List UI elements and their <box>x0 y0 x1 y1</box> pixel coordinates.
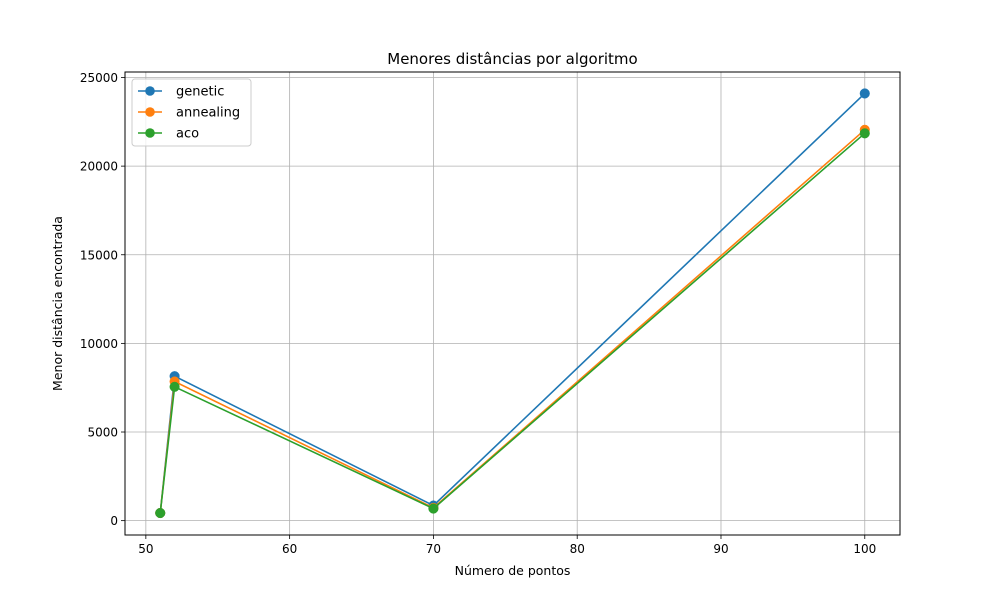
y-tick-label: 0 <box>110 514 118 528</box>
data-point-aco <box>155 507 166 519</box>
legend-box <box>131 78 252 147</box>
legend-swatch-marker <box>145 128 155 138</box>
series-layer <box>155 88 870 519</box>
x-tick-label: 60 <box>282 542 297 556</box>
legend-swatch-marker <box>145 86 155 96</box>
legend-label: aco <box>176 127 199 142</box>
legend-item-annealing: annealing <box>138 106 240 121</box>
legend-label: genetic <box>176 85 224 100</box>
y-tick-label: 10000 <box>80 337 118 351</box>
legend-swatch-marker <box>145 107 155 117</box>
y-tick-label: 25000 <box>80 71 118 85</box>
data-point-aco <box>169 381 180 392</box>
x-tick-label: 70 <box>426 542 441 556</box>
x-axis-title: Número de pontos <box>455 563 571 578</box>
grid-lines <box>125 72 900 535</box>
data-point-aco <box>428 503 439 514</box>
y-tick-label: 5000 <box>87 426 118 440</box>
legend-item-aco: aco <box>138 127 199 142</box>
legend-item-genetic: genetic <box>138 85 224 100</box>
series-line-aco <box>159 132 866 514</box>
x-tick-label: 100 <box>853 542 876 556</box>
y-axis-title: Menor distância encontrada <box>50 216 65 391</box>
axis-ticks: 50 60 70 80 90 100 0 5000 10000 15000 20000 25000 <box>80 71 876 556</box>
legend: genetic annealing aco <box>131 78 252 147</box>
x-tick-label: 50 <box>138 542 153 556</box>
x-tick-label: 90 <box>713 542 728 556</box>
y-tick-label: 20000 <box>80 160 118 174</box>
x-tick-label: 80 <box>570 542 585 556</box>
legend-label: annealing <box>176 106 240 121</box>
series-aco <box>155 128 870 519</box>
data-point-aco <box>859 128 870 139</box>
y-tick-label: 15000 <box>80 248 118 262</box>
data-point-genetic <box>859 88 870 99</box>
plot-frame <box>124 71 901 536</box>
chart-title: Menores distâncias por algoritmo <box>387 50 637 68</box>
plot-area <box>125 72 900 535</box>
